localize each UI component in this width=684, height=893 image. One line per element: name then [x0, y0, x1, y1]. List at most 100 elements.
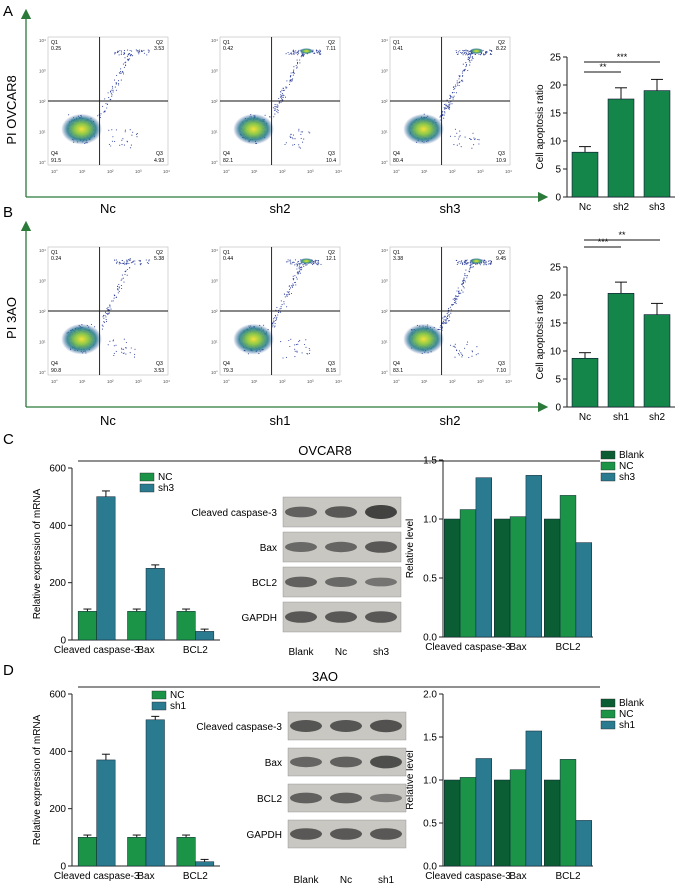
- x-tick-label: 10¹: [251, 379, 258, 384]
- quadrant-q1-value: 3.38: [393, 256, 403, 262]
- apoptosis-chart-ovcar8: 0 5 10 15 20 25 Cell apoptosis ratio Nc sh2 sh3 **…: [535, 52, 675, 213]
- legend-label: sh3: [158, 483, 175, 494]
- blot-lane-label: sh3: [373, 647, 390, 658]
- western-blot-ovcar8: Cleaved caspase-3 Bax BCL2 GAPDH Blank Nc sh3: [191, 496, 402, 658]
- quadrant-q2-label: Q2: [328, 40, 335, 46]
- flow-density-blob: [61, 323, 102, 355]
- bar-NC: [459, 777, 477, 867]
- legend-label: Blank: [619, 698, 645, 709]
- panel-c-title: OVCAR8: [298, 443, 351, 458]
- y-tick-label: 200: [49, 804, 66, 815]
- y-axis-label: Relative level: [405, 750, 416, 809]
- x-tick-label: 10³: [135, 169, 142, 174]
- x-tick-label: 10°: [51, 169, 58, 174]
- bar-sh1: [195, 861, 215, 867]
- x-tick-label: 10⁴: [163, 169, 170, 174]
- y-tick-label: 10²: [39, 309, 46, 314]
- x-tick-label: 10¹: [421, 379, 428, 384]
- quadrant-q1-value: 0.42: [223, 46, 233, 52]
- blot-band: [330, 828, 362, 840]
- bar-NC: [127, 611, 147, 641]
- blot-row: Bax: [265, 747, 407, 777]
- blot-row: Cleaved caspase-3: [196, 711, 407, 741]
- y-tick-label: 10³: [211, 279, 218, 284]
- y-tick-label: 2.0: [423, 690, 437, 701]
- blot-band: [285, 611, 317, 623]
- quadrant-q1-value: 0.24: [51, 256, 61, 262]
- quadrant-q2-label: Q2: [156, 250, 163, 256]
- blot-band: [365, 505, 397, 519]
- blot-band: [290, 720, 322, 732]
- y-tick-label: 600: [49, 464, 66, 475]
- y-tick-label: 10²: [381, 99, 388, 104]
- blot-band: [330, 720, 362, 732]
- blot-band: [370, 755, 402, 769]
- legend-swatch: [600, 472, 616, 482]
- x-tick-label: BCL2: [183, 871, 208, 882]
- blot-band: [285, 506, 317, 518]
- y-tick-label: 20: [550, 291, 562, 302]
- quadrant-q4-value: 82.1: [223, 158, 233, 164]
- blot-band: [325, 611, 357, 623]
- blot-band: [365, 541, 397, 553]
- y-tick-label: 10³: [39, 69, 46, 74]
- quadrant-q3-value: 8.15: [326, 368, 336, 374]
- y-tick-label: 20: [550, 81, 562, 92]
- y-tick-label: 15: [550, 319, 562, 330]
- y-tick-label: 10°: [211, 370, 218, 375]
- bar: [571, 151, 599, 198]
- quadrant-q1-value: 0.25: [51, 46, 61, 52]
- y-tick-label: 10²: [211, 99, 218, 104]
- blot-band: [370, 793, 402, 803]
- quadrant-q3-label: Q3: [328, 151, 335, 157]
- blot-band: [330, 756, 362, 768]
- mrna-chart-3ao: 0 200 400 600 Relative expression of mRNA Cle…: [32, 690, 220, 882]
- x-tick-label: Cleaved caspase-3: [425, 871, 511, 882]
- x-tick-label: 10°: [223, 169, 230, 174]
- blot-band: [325, 541, 357, 553]
- flow-sample-label: sh2: [270, 201, 291, 216]
- x-tick-label: 10²: [449, 169, 456, 174]
- y-tick-label: 0.5: [423, 819, 437, 830]
- quadrant-q1-value: 0.41: [393, 46, 403, 52]
- x-tick-label: sh1: [613, 412, 630, 423]
- y-tick-label: 0: [555, 403, 561, 414]
- flow-density-blob: [403, 323, 444, 355]
- x-tick-label: 10⁴: [335, 169, 342, 174]
- x-tick-label: BCL2: [183, 645, 208, 656]
- y-tick-label: 1.5: [423, 733, 437, 744]
- legend-label: NC: [619, 461, 633, 472]
- y-tick-label: 1.0: [423, 776, 437, 787]
- quadrant-q1-label: Q1: [51, 40, 58, 46]
- x-tick-label: BCL2: [555, 871, 580, 882]
- x-tick-label: 10°: [51, 379, 58, 384]
- legend-label: NC: [619, 709, 633, 720]
- x-tick-label: 10⁴: [335, 379, 342, 384]
- blot-row-label: Cleaved caspase-3: [196, 722, 282, 733]
- bar-NC: [559, 495, 577, 638]
- bar-sh1: [525, 730, 543, 867]
- bar-Blank: [544, 518, 561, 638]
- panel-label-b: B: [3, 204, 13, 221]
- flow-density-blob: [469, 48, 484, 55]
- y-tick-label: 10°: [39, 370, 46, 375]
- bar-NC: [127, 837, 147, 867]
- blot-band: [290, 756, 322, 768]
- x-tick-label: 10²: [279, 169, 286, 174]
- y-tick-label: 10: [550, 347, 562, 358]
- y-tick-label: 25: [550, 53, 562, 64]
- quadrant-q1-label: Q1: [51, 250, 58, 256]
- quadrant-q1-label: Q1: [223, 40, 230, 46]
- flow-axes-a: [20, 8, 549, 203]
- bar-sh3: [475, 477, 492, 638]
- x-tick-label: 10¹: [79, 379, 86, 384]
- quadrant-q2-label: Q2: [498, 250, 505, 256]
- x-tick-label: 10⁴: [163, 379, 170, 384]
- y-tick-label: 5: [555, 375, 561, 386]
- blot-lane-label: Nc: [335, 647, 347, 658]
- blot-band: [370, 828, 402, 840]
- y-tick-label: 600: [49, 690, 66, 701]
- bar-Blank: [444, 518, 461, 638]
